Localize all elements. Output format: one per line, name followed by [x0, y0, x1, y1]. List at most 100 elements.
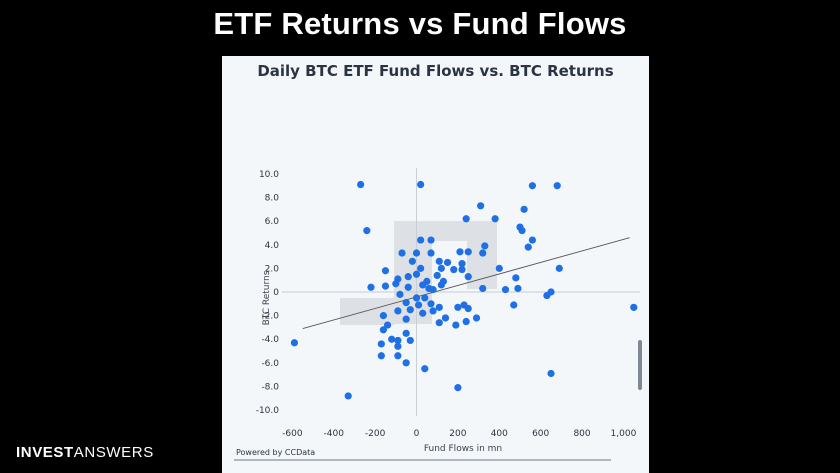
data-point	[363, 226, 371, 235]
data-point	[381, 282, 390, 290]
y-tick-label: -8.0	[261, 382, 279, 392]
data-point	[417, 264, 425, 272]
x-tick-label: 200	[449, 429, 466, 439]
y-tick-label: -6.0	[261, 359, 279, 369]
data-point	[520, 205, 528, 213]
data-point	[412, 249, 421, 257]
data-point	[381, 267, 390, 275]
data-point	[417, 236, 425, 244]
y-tick-label: 6.0	[265, 217, 280, 227]
data-point	[437, 264, 445, 272]
data-point	[412, 270, 421, 278]
slide-scrollbar[interactable]	[638, 340, 642, 390]
data-point	[404, 273, 412, 281]
brand-name-part2: ANSWERS	[73, 444, 154, 461]
trend-line	[302, 237, 630, 330]
data-point	[402, 329, 410, 337]
data-point	[458, 260, 466, 268]
data-point	[396, 290, 404, 298]
data-point	[290, 339, 299, 347]
x-tick-label: 600	[532, 429, 549, 439]
data-point	[510, 301, 518, 309]
data-point	[462, 317, 470, 326]
data-point	[398, 249, 406, 257]
data-point	[450, 265, 458, 274]
data-point	[518, 226, 526, 235]
powered-by-label: Powered by CCData	[236, 448, 315, 457]
data-point	[528, 236, 536, 244]
data-point	[379, 326, 387, 334]
data-point	[404, 283, 412, 291]
data-point	[377, 352, 385, 360]
data-point	[408, 257, 416, 265]
data-point	[528, 182, 536, 190]
data-point	[462, 215, 470, 223]
data-point	[553, 182, 561, 190]
y-tick-label: 0	[273, 288, 279, 298]
data-point	[443, 258, 452, 267]
data-point	[435, 303, 443, 311]
data-point	[472, 314, 481, 322]
data-point	[464, 304, 472, 313]
data-point	[514, 284, 522, 293]
data-point	[406, 306, 414, 314]
data-point	[427, 249, 435, 257]
data-point	[406, 336, 414, 345]
data-point	[501, 286, 510, 294]
data-point	[547, 369, 555, 378]
data-point	[421, 365, 429, 373]
data-point	[433, 271, 441, 280]
data-point	[435, 257, 443, 265]
data-point	[423, 277, 431, 285]
chart-title: Daily BTC ETF Fund Flows vs. BTC Returns	[257, 62, 614, 80]
data-point	[421, 294, 429, 302]
x-tick-label: -400	[324, 429, 345, 439]
data-point	[477, 202, 485, 210]
data-point	[454, 384, 462, 392]
data-point	[414, 301, 423, 309]
data-point	[452, 321, 460, 329]
data-point	[441, 314, 450, 322]
data-point	[394, 307, 402, 315]
data-point	[394, 352, 402, 360]
data-point	[394, 342, 402, 350]
data-point	[491, 215, 499, 223]
x-tick-label: -200	[365, 429, 386, 439]
data-point	[429, 286, 437, 294]
watermark-logo	[340, 221, 497, 325]
data-point	[512, 274, 520, 282]
data-point	[402, 359, 410, 367]
y-tick-label: 10.0	[259, 170, 279, 180]
data-point	[383, 321, 392, 329]
data-point	[394, 336, 402, 345]
data-point	[458, 265, 466, 274]
data-point	[456, 248, 464, 256]
data-point	[439, 277, 448, 285]
data-point	[454, 303, 462, 311]
data-point	[388, 335, 396, 343]
data-point	[417, 180, 425, 189]
data-point	[379, 312, 387, 320]
data-point	[481, 242, 489, 250]
data-point	[543, 291, 551, 300]
y-tick-label: -2.0	[261, 312, 279, 322]
data-point	[479, 249, 487, 257]
data-point	[357, 180, 365, 189]
data-point	[524, 243, 532, 251]
y-tick-label: 8.0	[265, 194, 280, 204]
data-point	[402, 299, 410, 307]
data-point	[427, 300, 435, 308]
scatter-chart: 10.0 8.0 6.0 4.0 2.0 0 -2.0 -4.0 -6.0 -8.0 -10.0 -6…	[234, 168, 640, 461]
slide-title: ETF Returns vs Fund Flows	[213, 6, 627, 41]
y-tick-label: 4.0	[265, 241, 280, 251]
data-point	[392, 280, 400, 288]
data-point	[429, 307, 437, 315]
data-point	[495, 264, 503, 272]
brand-logo: INVESTANSWERS	[16, 444, 154, 461]
y-axis-label: BTC Returns	[262, 270, 272, 325]
x-tick-label: 0	[414, 429, 420, 439]
data-point	[464, 248, 472, 256]
x-tick-label: 800	[573, 429, 590, 439]
data-point	[412, 294, 421, 302]
data-point	[427, 236, 435, 244]
